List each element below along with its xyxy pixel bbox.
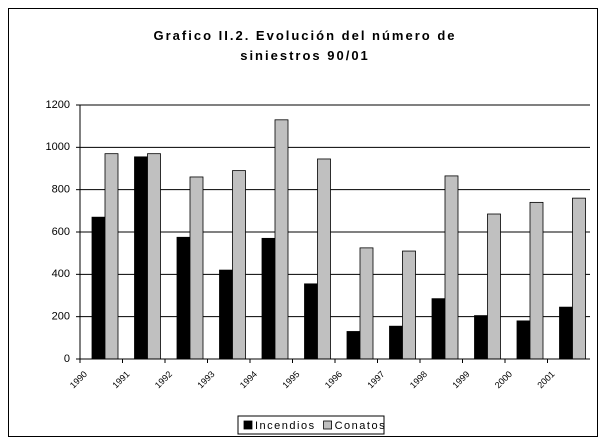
y-tick-label: 400 <box>52 268 70 280</box>
bar <box>431 298 446 360</box>
y-tick-label: 1200 <box>46 99 70 111</box>
y-tick-label: 600 <box>52 226 70 238</box>
legend-swatch <box>323 420 332 430</box>
bar <box>389 325 403 360</box>
y-tick-label: 1000 <box>46 141 70 153</box>
bar <box>232 170 246 360</box>
x-tick-label: 1998 <box>408 369 429 390</box>
bar <box>261 237 276 360</box>
bar <box>104 153 119 360</box>
bar <box>402 250 416 360</box>
bar <box>487 213 501 360</box>
x-tick-label: 1997 <box>365 369 386 390</box>
bar <box>529 201 544 360</box>
x-tick-label: 1992 <box>153 369 174 390</box>
bar <box>359 247 374 360</box>
legend-label: Conatos <box>335 420 386 432</box>
bar <box>572 197 586 360</box>
bar <box>317 158 331 360</box>
x-tick-label: 1995 <box>280 369 301 390</box>
bar <box>559 306 573 360</box>
bar <box>219 269 233 360</box>
x-tick-label: 1991 <box>110 369 131 390</box>
bar <box>304 283 318 360</box>
y-tick-label: 200 <box>52 311 70 323</box>
bar <box>134 156 148 360</box>
x-tick-label: 2000 <box>493 369 514 390</box>
y-tick-label: 0 <box>64 353 70 365</box>
x-tick-label: 1993 <box>195 369 216 390</box>
bar <box>474 315 488 360</box>
legend-swatch <box>243 420 253 430</box>
x-tick-label: 1994 <box>238 369 259 390</box>
bar <box>274 119 289 360</box>
bar <box>444 175 459 360</box>
y-tick-label: 800 <box>52 184 70 196</box>
x-tick-label: 2001 <box>535 369 556 390</box>
bar <box>91 216 106 360</box>
chart-frame <box>8 8 598 437</box>
bar <box>516 320 531 360</box>
legend-label: Incendios <box>255 420 316 432</box>
bar <box>346 331 361 360</box>
x-tick-label: 1990 <box>68 369 89 390</box>
x-tick-label: 1996 <box>323 369 344 390</box>
bar <box>189 176 204 360</box>
legend-box <box>237 415 385 435</box>
x-tick-label: 1999 <box>450 369 471 390</box>
chart-title: Grafico II.2. Evolución del número de si… <box>153 28 457 63</box>
bar <box>176 236 191 360</box>
bar <box>147 153 161 360</box>
